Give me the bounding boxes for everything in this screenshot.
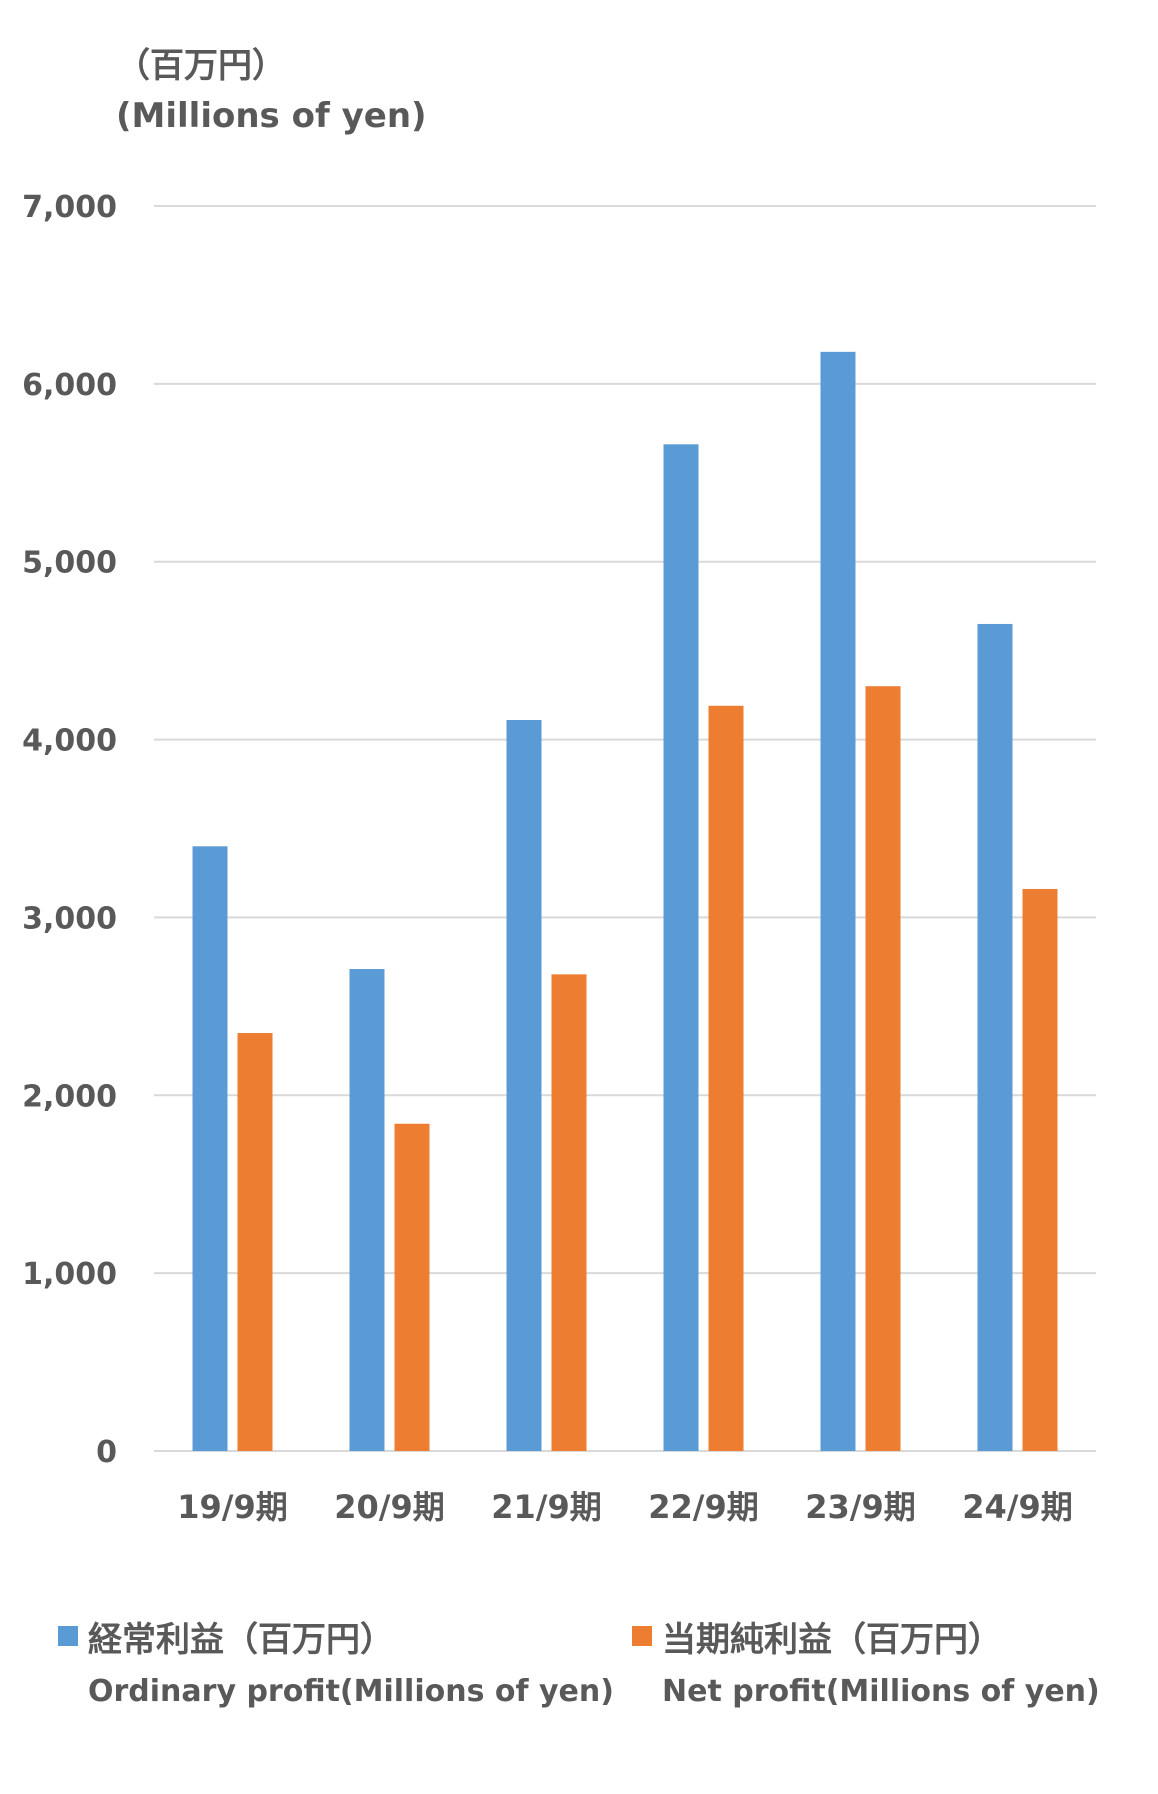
bar-ordinary-profit xyxy=(977,623,1013,1451)
y-tick-label: 0 xyxy=(96,1435,117,1470)
legend-swatch-net-profit xyxy=(632,1626,652,1646)
legend-label-en: Net profit(Millions of yen) xyxy=(662,1674,1100,1709)
y-tick-label: 3,000 xyxy=(22,901,117,936)
bar-net-profit xyxy=(237,1033,273,1451)
x-tick-label: 22/9期 xyxy=(648,1488,759,1526)
bar-net-profit xyxy=(394,1123,430,1451)
x-tick-label: 19/9期 xyxy=(177,1488,288,1526)
legend-label-ja: 経常利益（百万円） xyxy=(88,1620,394,1660)
bar-ordinary-profit xyxy=(506,720,542,1451)
y-tick-label: 6,000 xyxy=(22,368,117,403)
bar-ordinary-profit xyxy=(663,444,699,1451)
x-tick-label: 21/9期 xyxy=(491,1488,602,1526)
y-tick-label: 4,000 xyxy=(22,724,117,759)
bar-net-profit xyxy=(551,974,587,1451)
x-tick-label: 23/9期 xyxy=(805,1488,916,1526)
bar-ordinary-profit xyxy=(820,351,856,1451)
y-tick-label: 5,000 xyxy=(22,546,117,581)
bar-net-profit xyxy=(708,705,744,1451)
y-tick-label: 2,000 xyxy=(22,1079,117,1114)
bar-ordinary-profit xyxy=(349,969,385,1451)
legend-swatch-ordinary-profit xyxy=(58,1626,78,1646)
bar-net-profit xyxy=(1022,888,1058,1451)
bar-ordinary-profit xyxy=(192,846,228,1451)
legend-label-ja: 当期純利益（百万円） xyxy=(662,1620,1002,1660)
x-tick-label: 24/9期 xyxy=(962,1488,1073,1526)
legend-label-en: Ordinary profit(Millions of yen) xyxy=(88,1674,614,1709)
x-tick-label: 20/9期 xyxy=(334,1488,445,1526)
y-tick-label: 1,000 xyxy=(22,1257,117,1292)
y-tick-label: 7,000 xyxy=(22,190,117,225)
unit-label-ja: （百万円） xyxy=(116,46,286,86)
unit-label-en: (Millions of yen) xyxy=(116,96,427,136)
bar-net-profit xyxy=(865,686,901,1451)
